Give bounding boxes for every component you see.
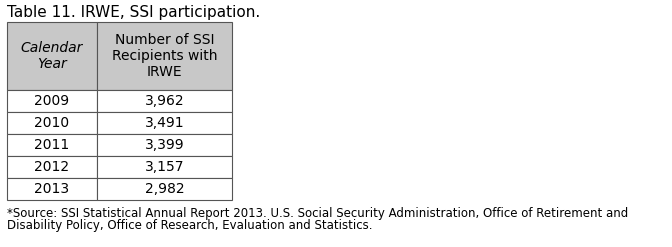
Bar <box>7 156 97 178</box>
Bar <box>7 112 97 134</box>
Text: 3,491: 3,491 <box>144 116 184 130</box>
Text: Calendar
Year: Calendar Year <box>21 41 83 71</box>
Bar <box>97 178 232 200</box>
Text: 2013: 2013 <box>34 182 70 196</box>
Bar <box>7 90 97 112</box>
Text: 2009: 2009 <box>34 94 70 108</box>
Text: 2010: 2010 <box>34 116 70 130</box>
Bar <box>97 90 232 112</box>
Text: Number of SSI
Recipients with
IRWE: Number of SSI Recipients with IRWE <box>112 33 217 79</box>
Bar <box>7 22 97 90</box>
Text: 3,962: 3,962 <box>144 94 184 108</box>
Text: Disability Policy, Office of Research, Evaluation and Statistics.: Disability Policy, Office of Research, E… <box>7 219 372 232</box>
Text: *Source: SSI Statistical Annual Report 2013. U.S. Social Security Administration: *Source: SSI Statistical Annual Report 2… <box>7 207 628 220</box>
Bar <box>7 178 97 200</box>
Text: 2011: 2011 <box>34 138 70 152</box>
Bar <box>97 22 232 90</box>
Bar <box>7 134 97 156</box>
Bar <box>97 112 232 134</box>
Bar <box>97 156 232 178</box>
Bar <box>97 134 232 156</box>
Text: Table 11. IRWE, SSI participation.: Table 11. IRWE, SSI participation. <box>7 5 260 20</box>
Text: 2012: 2012 <box>34 160 70 174</box>
Text: 2,982: 2,982 <box>144 182 184 196</box>
Text: 3,399: 3,399 <box>144 138 184 152</box>
Text: 3,157: 3,157 <box>144 160 184 174</box>
